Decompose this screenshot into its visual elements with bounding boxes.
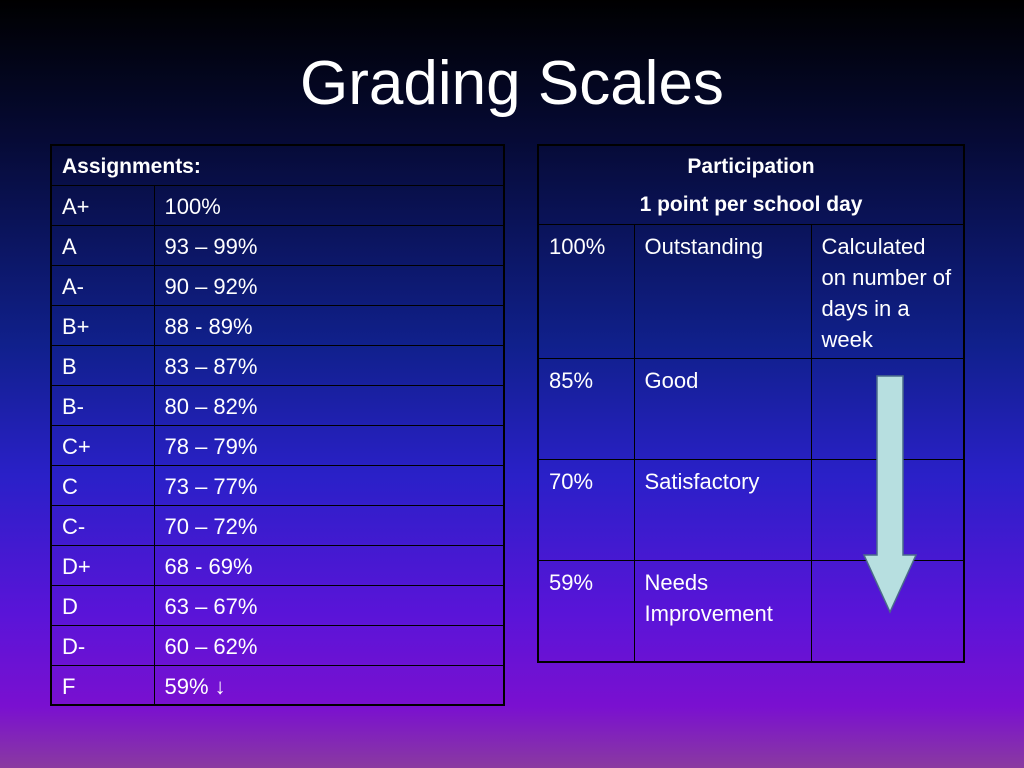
participation-title: Participation — [687, 155, 815, 178]
grade-cell: B+ — [50, 304, 155, 346]
range-cell: 68 - 69% — [153, 544, 505, 586]
range-cell: 93 – 99% — [153, 224, 505, 266]
percent-cell: 100% — [537, 224, 635, 359]
note-cell: Calculated on number of days in a week — [810, 224, 965, 359]
percent-cell: 85% — [537, 358, 635, 460]
label-cell: Outstanding — [633, 224, 812, 359]
range-cell: 60 – 62% — [153, 624, 505, 666]
table-row: C- 70 – 72% — [50, 504, 505, 546]
participation-grading-table: Participation 1 point per school day 100… — [537, 144, 965, 663]
table-row: 100% Outstanding Calculated on number of… — [537, 224, 965, 359]
grade-cell: F — [50, 664, 155, 706]
table-row: D- 60 – 62% — [50, 624, 505, 666]
table-row: A 93 – 99% — [50, 224, 505, 266]
table-row: B- 80 – 82% — [50, 384, 505, 426]
range-cell: 83 – 87% — [153, 344, 505, 386]
range-cell: 80 – 82% — [153, 384, 505, 426]
grade-cell: D+ — [50, 544, 155, 586]
percent-cell: 70% — [537, 459, 635, 561]
range-cell: 59% ↓ — [153, 664, 505, 706]
table-row: D+ 68 - 69% — [50, 544, 505, 586]
table-row: B 83 – 87% — [50, 344, 505, 386]
range-cell: 63 – 67% — [153, 584, 505, 626]
range-cell: 73 – 77% — [153, 464, 505, 506]
grade-cell: A- — [50, 264, 155, 306]
grade-cell: D- — [50, 624, 155, 666]
down-arrow-icon — [862, 375, 918, 614]
table-row: B+ 88 - 89% — [50, 304, 505, 346]
participation-subtitle: 1 point per school day — [639, 193, 863, 216]
range-cell: 88 - 89% — [153, 304, 505, 346]
label-cell: Good — [633, 358, 812, 460]
assignments-grading-table: Assignments: A+ 100% A 93 – 99% A- 90 – … — [50, 144, 505, 706]
table-row: A+ 100% — [50, 184, 505, 226]
percent-cell: 59% — [537, 560, 635, 662]
table-row: F 59% ↓ — [50, 664, 505, 706]
grade-cell: A — [50, 224, 155, 266]
range-cell: 90 – 92% — [153, 264, 505, 306]
grade-cell: A+ — [50, 184, 155, 226]
table-row: C+ 78 – 79% — [50, 424, 505, 466]
table-row: C 73 – 77% — [50, 464, 505, 506]
label-cell: Satisfactory — [633, 459, 812, 561]
table-header-row: Assignments: — [50, 144, 505, 186]
table-row: D 63 – 67% — [50, 584, 505, 626]
label-cell: Needs Improvement — [633, 560, 812, 662]
range-cell: 70 – 72% — [153, 504, 505, 546]
grade-cell: C- — [50, 504, 155, 546]
slide-title: Grading Scales — [300, 49, 724, 118]
grade-cell: D — [50, 584, 155, 626]
grade-cell: C+ — [50, 424, 155, 466]
table-header-row: Participation 1 point per school day — [537, 144, 965, 225]
participation-header: Participation 1 point per school day — [537, 144, 965, 225]
range-cell: 100% — [153, 184, 505, 226]
grade-cell: B- — [50, 384, 155, 426]
assignments-header: Assignments: — [50, 144, 505, 186]
grade-cell: B — [50, 344, 155, 386]
grade-cell: C — [50, 464, 155, 506]
table-row: A- 90 – 92% — [50, 264, 505, 306]
range-cell: 78 – 79% — [153, 424, 505, 466]
